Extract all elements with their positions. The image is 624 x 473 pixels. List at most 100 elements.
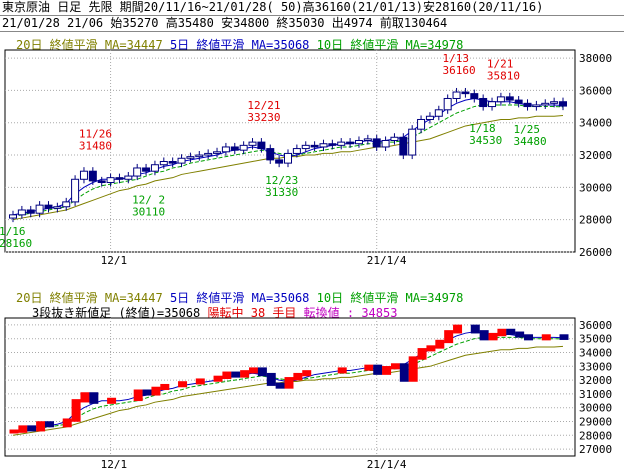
top-y-tick-label: 30000 bbox=[579, 181, 612, 194]
bottom-y-tick-label: 28000 bbox=[579, 429, 612, 442]
annotation-low-value: 34530 bbox=[469, 134, 502, 147]
newprice-brick bbox=[257, 367, 267, 377]
bottom-legend: 20日 終値平滑 MA=34447 5日 終値平滑 MA=35068 10日 終… bbox=[16, 289, 463, 306]
header-title: 東京原油 日足 先限 期間20/11/16~21/01/28( 50)高3616… bbox=[2, 0, 544, 14]
candle-body bbox=[275, 159, 284, 164]
bottom-y-tick-label: 32000 bbox=[579, 374, 612, 387]
candle-body bbox=[399, 136, 408, 156]
candle-body bbox=[150, 164, 159, 172]
newprice-brick bbox=[178, 381, 188, 388]
newprice-brick bbox=[44, 421, 54, 428]
bottom-y-tick-label: 33000 bbox=[579, 360, 612, 373]
newprice-brick bbox=[515, 331, 525, 338]
candle-body bbox=[9, 214, 17, 219]
candle-body bbox=[337, 141, 346, 146]
trend-status: 陽転中 bbox=[207, 306, 244, 320]
candle-body bbox=[443, 97, 452, 111]
newprice-brick bbox=[506, 328, 516, 335]
newprice-brick bbox=[222, 371, 232, 379]
candle-body bbox=[328, 143, 337, 146]
candle-body bbox=[239, 144, 248, 151]
candle-body bbox=[425, 115, 434, 120]
candle-body bbox=[62, 201, 71, 208]
newprice-brick bbox=[142, 389, 152, 396]
newprice-brick bbox=[399, 363, 409, 382]
header-line-1: 東京原油 日足 先限 期間20/11/16~21/01/28( 50)高3616… bbox=[0, 0, 624, 16]
newprice-brick bbox=[266, 372, 276, 386]
candle-body bbox=[204, 152, 213, 156]
annotation-low-value: 34480 bbox=[514, 135, 547, 148]
newprice-brick bbox=[71, 399, 81, 422]
newprice-brick bbox=[497, 328, 507, 337]
annotation-low-date: 12/23 bbox=[265, 174, 298, 187]
newprice-brick bbox=[453, 324, 463, 334]
legend-ma5-bottom: 5日 終値平滑 MA=35068 bbox=[169, 291, 310, 305]
newprice-brick bbox=[488, 332, 498, 341]
candle-body bbox=[88, 170, 97, 182]
bottom-x-tick-label: 12/1 bbox=[101, 458, 128, 471]
candle-body bbox=[434, 109, 443, 117]
candle-body bbox=[221, 146, 230, 153]
candle-body bbox=[532, 104, 541, 108]
step-count: 38 手目 bbox=[250, 306, 297, 320]
bottom-y-tick-label: 31000 bbox=[579, 388, 612, 401]
newprice-brick bbox=[107, 397, 117, 404]
newprice-brick bbox=[364, 364, 374, 371]
candle-body bbox=[523, 102, 532, 108]
top-ma10-line bbox=[12, 104, 564, 217]
candle-body bbox=[159, 161, 168, 166]
bottom-y-tick-label: 35000 bbox=[579, 333, 612, 346]
newprice-brick bbox=[151, 386, 161, 396]
newprice-brick bbox=[373, 364, 383, 375]
newprice-brick bbox=[18, 425, 28, 433]
bottom-panel-frame bbox=[4, 317, 576, 457]
candle-body bbox=[390, 136, 399, 141]
newprice-brick bbox=[470, 324, 480, 334]
top-y-tick-label: 26000 bbox=[579, 246, 612, 259]
top-x-tick-label: 21/1/4 bbox=[367, 254, 407, 267]
newprice-brick bbox=[559, 334, 569, 340]
legend-ma10: 10日 終値平滑 MA=34978 bbox=[316, 38, 464, 52]
legend-ma20: 20日 終値平滑 MA=34447 bbox=[16, 38, 163, 52]
candle-body bbox=[319, 143, 328, 148]
candle-body bbox=[257, 141, 266, 150]
newprice-brick bbox=[479, 330, 489, 341]
candle-body bbox=[417, 118, 426, 130]
candle-body bbox=[26, 209, 35, 214]
bottom-y-tick-label: 36000 bbox=[579, 319, 612, 332]
candle-body bbox=[266, 148, 275, 161]
newprice-brick bbox=[9, 429, 19, 434]
newprice-brick bbox=[541, 334, 551, 341]
newprice-brick bbox=[444, 330, 454, 344]
newprice-brick bbox=[36, 421, 46, 432]
candle-body bbox=[541, 102, 550, 106]
annotation-high-value: 36160 bbox=[443, 64, 476, 77]
annotation-low-date: 12/ 2 bbox=[132, 194, 165, 207]
candle-body bbox=[213, 151, 222, 154]
candle-body bbox=[310, 144, 319, 148]
annotation-low-date: 1/18 bbox=[469, 122, 496, 135]
candle-body bbox=[142, 167, 151, 172]
candle-body bbox=[470, 93, 479, 99]
candle-body bbox=[53, 206, 62, 209]
newprice-brick bbox=[302, 370, 312, 377]
newprice-brick bbox=[426, 345, 436, 352]
candle-body bbox=[248, 141, 257, 146]
candle-body bbox=[230, 146, 239, 151]
candle-body bbox=[346, 141, 355, 145]
candle-body bbox=[133, 167, 142, 177]
top-y-tick-label: 38000 bbox=[579, 52, 612, 65]
candle-body bbox=[79, 170, 88, 180]
newprice-brick bbox=[133, 389, 143, 402]
annotation-low-date: 1/16 bbox=[0, 225, 26, 238]
candle-body bbox=[559, 101, 567, 107]
newprice-brick bbox=[160, 383, 170, 391]
newprice-brick bbox=[213, 375, 223, 382]
bottom-y-tick-label: 34000 bbox=[579, 347, 612, 360]
top-y-tick-label: 36000 bbox=[579, 84, 612, 97]
candle-body bbox=[292, 148, 301, 154]
candle-body bbox=[71, 178, 80, 203]
top-y-tick-label: 32000 bbox=[579, 149, 612, 162]
bottom-legend-line2: 3段抜き新値足 (終値)=35068 陽転中 38 手目 転換値 : 34853 bbox=[32, 304, 397, 321]
